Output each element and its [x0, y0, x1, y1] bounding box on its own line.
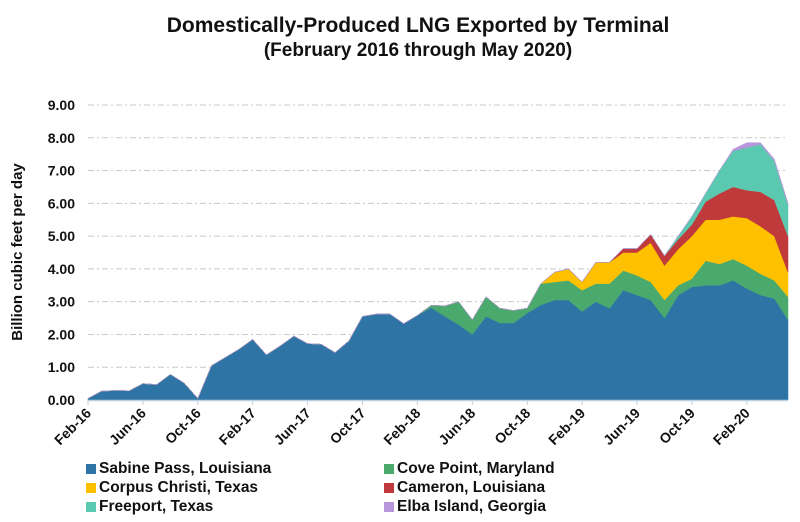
x-tick-labels: Feb-16 Jun-16 Oct-16 Feb-17 Jun-17 Oct-17 Feb-… [51, 405, 753, 448]
x-tick-label: Jun-17 [271, 405, 314, 448]
x-tick-label: Feb-19 [545, 405, 588, 448]
x-tick-label: Oct-18 [491, 405, 533, 447]
y-tick-label: 0.00 [48, 392, 75, 408]
legend-swatch [384, 502, 394, 512]
x-tick-label: Feb-17 [216, 405, 259, 448]
legend-swatch [86, 483, 96, 493]
legend-label: Freeport, Texas [99, 498, 214, 515]
y-axis-label: Billion cubic feet per day [9, 163, 26, 341]
y-tick-label: 6.00 [48, 195, 75, 211]
x-tick-label: Feb-18 [380, 405, 423, 448]
y-tick-label: 7.00 [48, 163, 75, 179]
y-tick-label: 8.00 [48, 130, 75, 146]
legend-item: Elba Island, Georgia [384, 498, 546, 516]
x-tick-label: Feb-16 [51, 405, 94, 448]
legend-label: Cameron, Louisiana [397, 479, 546, 496]
area-sabine-pass-louisiana [87, 280, 789, 401]
axes [87, 399, 788, 405]
y-tick-labels: 0.00 1.00 2.00 3.00 4.00 5.00 6.00 7.00 8.00 9.00 [48, 97, 75, 408]
legend-item: Corpus Christi, Texas [86, 479, 258, 497]
chart-subtitle: (February 2016 through May 2020) [263, 40, 573, 61]
legend-label: Cove Point, Maryland [397, 460, 555, 477]
y-tick-label: 1.00 [48, 359, 75, 375]
legend-item: Sabine Pass, Louisiana [86, 460, 271, 478]
chart-title: Domestically-Produced LNG Exported by Te… [166, 14, 670, 37]
y-tick-label: 3.00 [48, 294, 75, 310]
x-tick-label: Jun-19 [600, 405, 643, 448]
area-series [87, 142, 789, 401]
legend-swatch [86, 502, 96, 512]
legend-label: Corpus Christi, Texas [99, 479, 259, 496]
x-tick-label: Oct-19 [656, 405, 698, 447]
legend-item: Freeport, Texas [86, 498, 213, 516]
x-tick-label: Jun-18 [435, 405, 478, 448]
y-tick-label: 5.00 [48, 228, 75, 244]
legend-swatch [384, 483, 394, 493]
area-elba-island-georgia [87, 142, 789, 399]
y-tick-label: 4.00 [48, 261, 75, 277]
legend-swatch [86, 464, 96, 474]
legend-item: Cameron, Louisiana [384, 479, 545, 497]
y-tick-label: 9.00 [48, 97, 75, 113]
legend-item: Cove Point, Maryland [384, 460, 555, 478]
x-tick-label: Jun-16 [106, 405, 149, 448]
y-tick-label: 2.00 [48, 326, 75, 342]
legend-label: Elba Island, Georgia [397, 498, 547, 515]
x-tick-label: Oct-17 [327, 405, 369, 447]
x-tick-label: Feb-20 [710, 405, 753, 448]
legend-label: Sabine Pass, Louisiana [99, 460, 272, 477]
x-tick-label: Oct-16 [162, 405, 204, 447]
legend-swatch [384, 464, 394, 474]
